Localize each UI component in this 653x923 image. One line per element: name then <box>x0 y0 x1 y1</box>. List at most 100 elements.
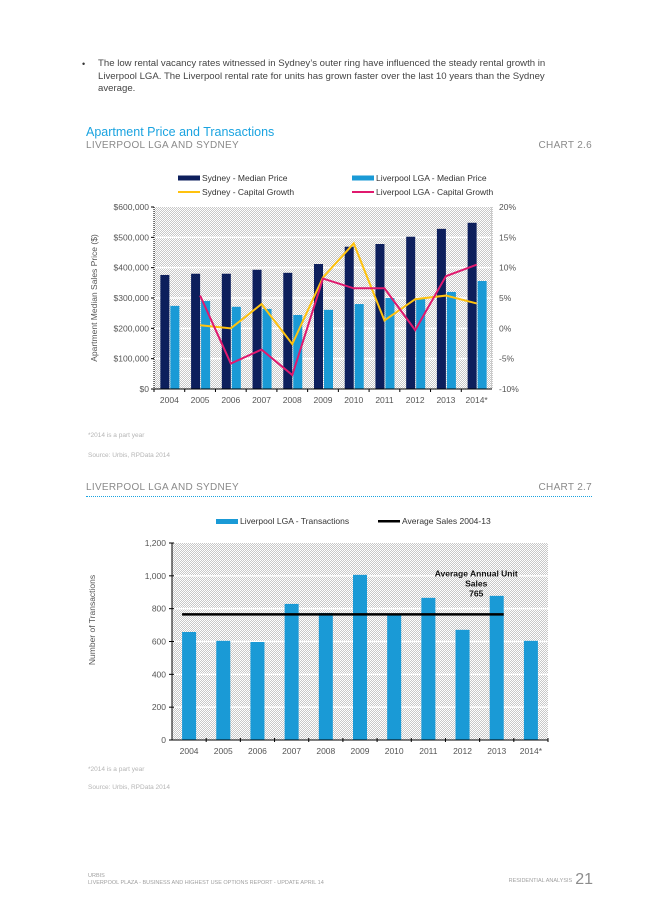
y2-tick-label: 0% <box>499 323 512 333</box>
bar-transactions <box>387 614 402 740</box>
y2-tick-label: 15% <box>499 232 516 242</box>
bar-sydney-price <box>344 246 354 389</box>
legend-label: Sydney - Capital Growth <box>202 187 294 197</box>
y-tick-label: $400,000 <box>114 263 150 273</box>
x-tick-label: 2004 <box>160 395 179 405</box>
bar-transactions <box>421 597 436 740</box>
chart1-source: Source: Urbis, RPData 2014 <box>88 452 171 459</box>
y-tick-label: 1,000 <box>145 571 167 581</box>
legend-swatch <box>178 191 200 193</box>
y-tick-label: 200 <box>152 702 166 712</box>
footer-report: LIVERPOOL PLAZA - BUSINESS AND HIGHEST U… <box>88 880 324 886</box>
bar-liverpool-price <box>231 306 241 389</box>
y-tick-label: 0 <box>161 735 166 745</box>
y2-tick-label: 10% <box>499 263 516 273</box>
annotation-text: Average Annual Unit <box>435 568 518 578</box>
bar-sydney-price <box>406 236 416 389</box>
bar-transactions <box>318 612 333 740</box>
y-tick-label: 600 <box>152 637 166 647</box>
legend-swatch <box>216 519 238 524</box>
y-tick-label: $0 <box>140 384 150 394</box>
x-tick-label: 2011 <box>419 746 438 756</box>
chart2-label: CHART 2.7 <box>538 482 592 493</box>
x-tick-label: 2005 <box>214 746 233 756</box>
footer-right: RESIDENTIAL ANALYSIS 21 <box>509 871 593 889</box>
bar-sydney-price <box>375 244 385 389</box>
bar-liverpool-price <box>201 301 211 389</box>
bar-sydney-price <box>467 222 477 389</box>
x-tick-label: 2010 <box>344 395 363 405</box>
footer-company: URBIS <box>88 873 105 879</box>
legend-swatch <box>352 191 374 193</box>
legend-label: Liverpool LGA - Transactions <box>240 516 349 526</box>
page-number: 21 <box>575 871 593 888</box>
chart2-source: Source: Urbis, RPData 2014 <box>88 784 171 791</box>
x-tick-label: 2012 <box>453 746 472 756</box>
y2-tick-label: -10% <box>499 384 519 394</box>
bullet-paragraph: • The low rental vacancy rates witnessed… <box>82 58 582 96</box>
y-tick-label: $500,000 <box>114 232 150 242</box>
bar-sydney-price <box>314 264 323 389</box>
bar-liverpool-price <box>446 291 456 389</box>
annotation-text: Sales <box>465 578 487 588</box>
y-tick-label: $100,000 <box>114 354 150 364</box>
y-tick-label: 800 <box>152 604 166 614</box>
legend-swatch <box>352 175 374 181</box>
x-tick-label: 2008 <box>283 395 302 405</box>
annotation-text: 765 <box>469 588 483 598</box>
line-sydney-growth <box>199 241 477 347</box>
bar-liverpool-price <box>416 298 426 389</box>
bar-liverpool-price <box>354 304 364 389</box>
x-tick-label: 2004 <box>180 746 199 756</box>
x-tick-label: 2009 <box>351 746 370 756</box>
bar-sydney-price <box>252 269 262 389</box>
bullet-text: The low rental vacancy rates witnessed i… <box>98 58 546 94</box>
x-tick-label: 2008 <box>316 746 335 756</box>
chart2-note: *2014 is a part year <box>88 766 145 773</box>
bullet-symbol: • <box>82 59 86 69</box>
bar-sydney-price <box>221 273 231 389</box>
bar-liverpool-price <box>170 305 180 389</box>
x-tick-label: 2013 <box>487 746 506 756</box>
y2-tick-label: -5% <box>499 354 515 364</box>
legend-label: Liverpool LGA - Capital Growth <box>376 187 493 197</box>
bar-sydney-price <box>191 273 201 389</box>
bar-liverpool-price <box>293 314 303 389</box>
x-tick-label: 2006 <box>248 746 267 756</box>
chart1-subtitle: LIVERPOOL LGA AND SYDNEY <box>86 140 239 151</box>
line-liverpool-growth <box>199 263 477 377</box>
x-tick-label: 2012 <box>406 395 425 405</box>
x-tick-label: 2007 <box>282 746 301 756</box>
bar-transactions <box>216 640 231 740</box>
chart-apartment-price: $0 $100,000 $200,000 $300,000 $400,000 $500,0… <box>89 173 519 405</box>
bar-sydney-price <box>160 274 170 389</box>
bar-transactions <box>455 629 470 740</box>
chart2-subtitle: LIVERPOOL LGA AND SYDNEY <box>86 482 239 493</box>
bar-liverpool-price <box>477 281 487 389</box>
section-title: Apartment Price and Transactions <box>86 125 275 139</box>
x-tick-label: 2014* <box>466 395 489 405</box>
bar-transactions <box>182 631 197 740</box>
y-axis-title: Apartment Median Sales Price ($) <box>89 234 99 362</box>
bar-sydney-price <box>283 272 293 389</box>
y-tick-label: 400 <box>152 669 166 679</box>
bar-liverpool-price <box>324 309 333 389</box>
y2-tick-label: 5% <box>499 293 512 303</box>
x-tick-label: 2011 <box>375 395 394 405</box>
y-tick-label: 1,200 <box>145 538 167 548</box>
x-tick-label: 2009 <box>314 395 333 405</box>
bar-transactions <box>284 603 299 740</box>
chart1-label: CHART 2.6 <box>538 140 592 151</box>
y-axis-title: Number of Transactions <box>87 575 97 665</box>
x-tick-label: 2006 <box>221 395 240 405</box>
y-tick-label: $600,000 <box>114 202 150 212</box>
y-tick-label: $300,000 <box>114 293 150 303</box>
bar-transactions <box>523 640 538 740</box>
x-tick-label: 2013 <box>436 395 455 405</box>
x-tick-label: 2005 <box>191 395 210 405</box>
footer-section: RESIDENTIAL ANALYSIS <box>508 878 573 884</box>
chart1-note: *2014 is a part year <box>88 432 145 439</box>
legend-label: Sydney - Median Price <box>202 173 288 183</box>
footer-left: URBIS LIVERPOOL PLAZA - BUSINESS AND HIG… <box>88 873 324 887</box>
